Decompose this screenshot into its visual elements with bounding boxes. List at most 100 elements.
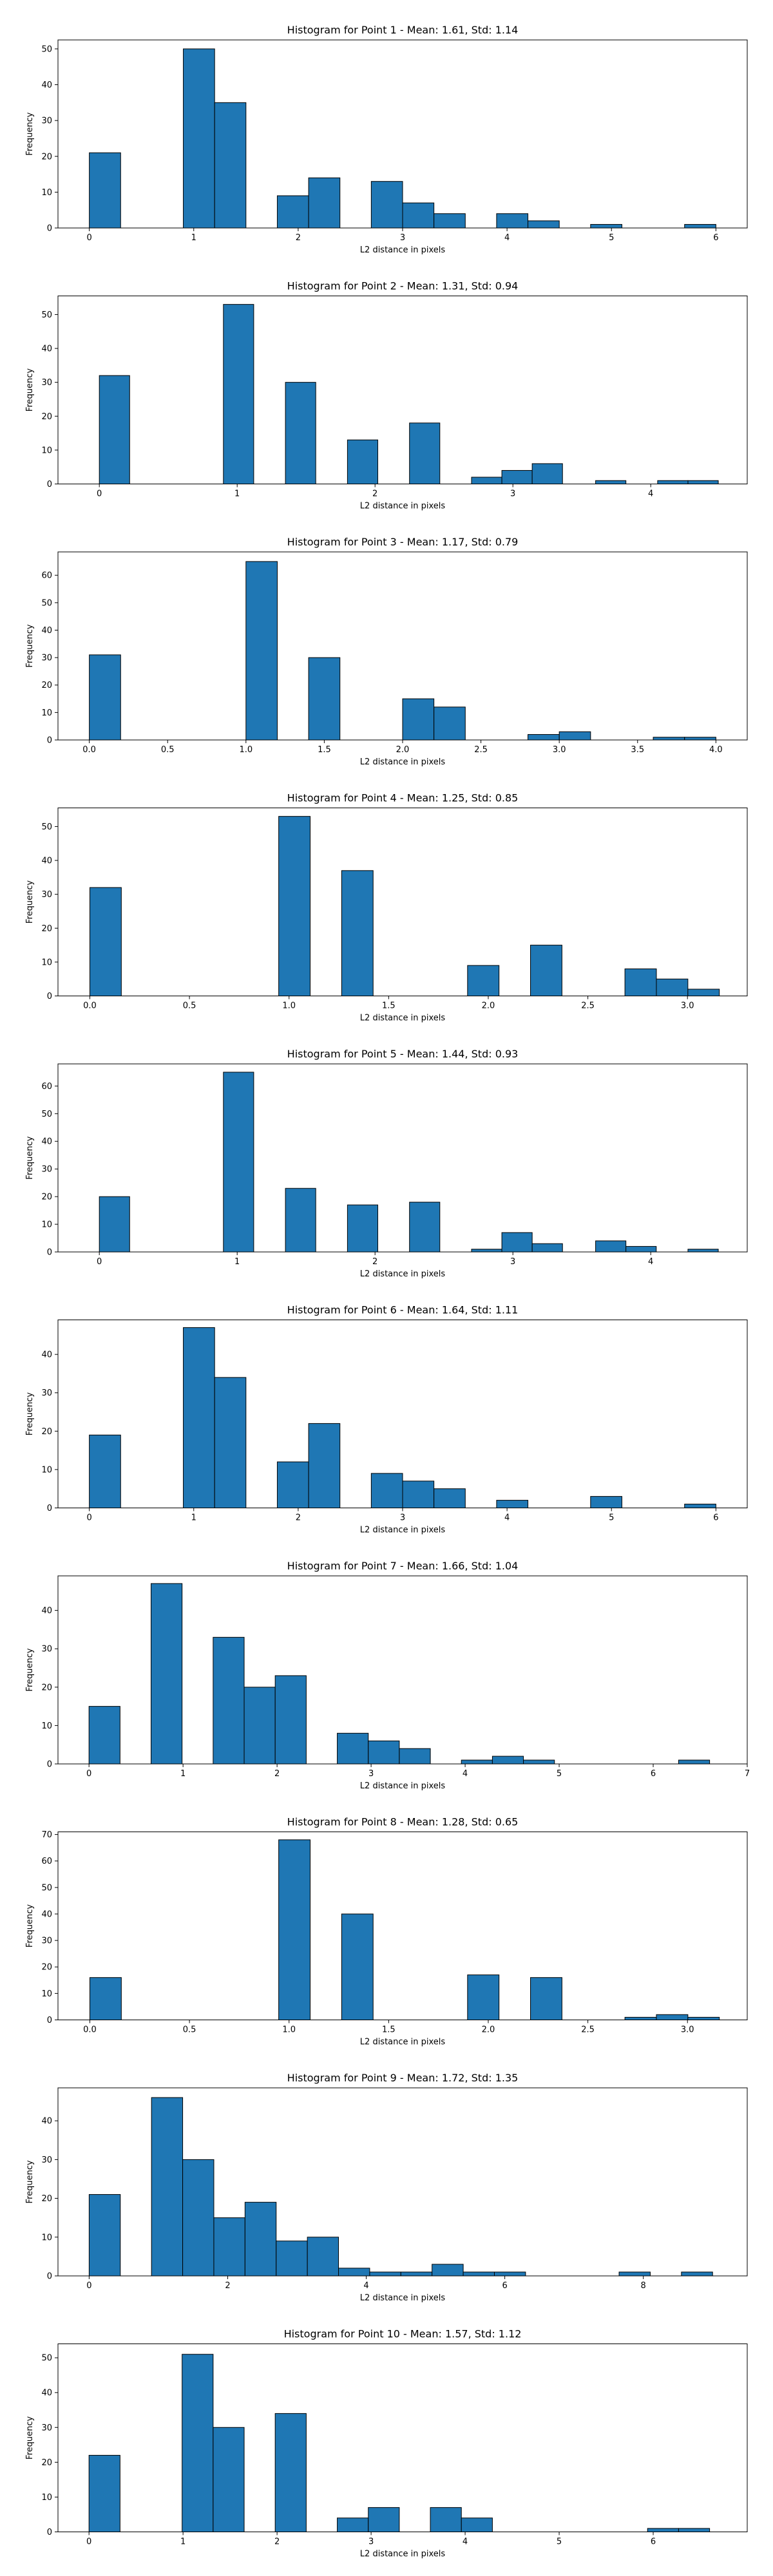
- axes-frame: [57, 1063, 748, 1253]
- y-tick-label: 30: [41, 1645, 52, 1654]
- histogram-bar: [402, 698, 435, 741]
- x-tick-label: 5: [609, 1513, 614, 1523]
- y-tick-label: 0: [47, 992, 52, 1001]
- x-axis-label: L2 distance in pixels: [360, 2550, 446, 2559]
- histogram-bar: [341, 1913, 374, 2020]
- x-tick-label: 0.5: [183, 2025, 196, 2035]
- histogram-bar: [89, 152, 121, 229]
- histogram-bar: [89, 887, 122, 997]
- x-tick-label: 6: [502, 2281, 507, 2291]
- x-tick-label: 8: [641, 2281, 646, 2291]
- y-tick-label: 40: [41, 2389, 52, 2398]
- x-tick-label: 1.5: [382, 2025, 396, 2035]
- x-tick-label: 4: [463, 2537, 468, 2547]
- histogram-bar: [463, 2271, 495, 2277]
- x-tick-label: 0.0: [83, 2025, 97, 2035]
- y-tick-label: 30: [41, 378, 52, 388]
- histogram-bar: [684, 737, 716, 741]
- histogram-bar: [338, 2268, 370, 2277]
- histogram-bar: [278, 1839, 311, 2021]
- histogram-bar: [274, 1675, 307, 1765]
- histogram-bar: [528, 734, 560, 741]
- histogram-bar: [624, 968, 657, 997]
- axes-frame: [57, 1832, 748, 2020]
- axes-frame: [57, 296, 748, 484]
- chart-title: Histogram for Point 2 - Mean: 1.31, Std:…: [287, 280, 519, 292]
- x-axis-label: L2 distance in pixels: [360, 2038, 446, 2047]
- x-tick-label: 0: [86, 2537, 91, 2547]
- histogram-bar: [276, 195, 309, 229]
- histogram-bar: [618, 2271, 651, 2277]
- x-axis-label: L2 distance in pixels: [360, 1269, 446, 1279]
- histogram-panel-8: Histogram for Point 8 - Mean: 1.28, Std:…: [25, 1816, 748, 2047]
- histogram-bar: [337, 1732, 369, 1765]
- y-tick-label: 20: [41, 1963, 52, 1973]
- y-tick-label: 60: [41, 571, 52, 581]
- x-tick-label: 1.5: [382, 1001, 396, 1011]
- axes-frame: [57, 808, 748, 996]
- y-axis-label: Frequency: [25, 1392, 35, 1435]
- x-tick-label: 4.0: [709, 745, 723, 755]
- histogram-bar: [308, 1423, 341, 1508]
- y-tick-label: 10: [41, 1465, 52, 1475]
- histogram-bar: [243, 1687, 276, 1765]
- y-tick-label: 40: [41, 2117, 52, 2126]
- y-axis-label: Frequency: [25, 1904, 35, 1947]
- y-tick-label: 30: [41, 2155, 52, 2165]
- histogram-bar: [99, 375, 130, 485]
- x-axis-label: L2 distance in pixels: [360, 2293, 446, 2303]
- y-tick-label: 30: [41, 2423, 52, 2433]
- histogram-bar: [89, 1977, 122, 2020]
- histogram-bar: [213, 2427, 245, 2533]
- histogram-bar: [647, 2528, 679, 2533]
- y-tick-label: 10: [41, 2493, 52, 2503]
- x-tick-label: 5: [557, 1769, 562, 1779]
- x-tick-label: 4: [463, 1769, 468, 1779]
- y-tick-label: 20: [41, 681, 52, 690]
- histogram-bar: [151, 2097, 184, 2277]
- chart-title: Histogram for Point 6 - Mean: 1.64, Std:…: [287, 1304, 519, 1316]
- chart-title: Histogram for Point 1 - Mean: 1.61, Std:…: [287, 24, 519, 36]
- x-tick-label: 4: [504, 233, 510, 243]
- y-tick-label: 40: [41, 1909, 52, 1919]
- y-tick-label: 40: [41, 345, 52, 354]
- y-tick-label: 50: [41, 1110, 52, 1119]
- histogram-bar: [183, 1327, 215, 1508]
- histogram-bar: [223, 304, 254, 484]
- y-tick-label: 20: [41, 924, 52, 934]
- x-tick-label: 1.0: [239, 745, 253, 755]
- y-tick-label: 30: [41, 1937, 52, 1946]
- y-tick-label: 50: [41, 822, 52, 832]
- x-tick-label: 3: [400, 233, 405, 243]
- x-tick-label: 3: [368, 1769, 374, 1779]
- x-tick-label: 0.5: [183, 1001, 196, 1011]
- y-tick-label: 10: [41, 958, 52, 967]
- histogram-bar: [684, 223, 716, 229]
- histogram-bar: [496, 1500, 529, 1509]
- y-axis-label: Frequency: [25, 112, 35, 155]
- x-tick-label: 1: [180, 2537, 186, 2547]
- histogram-panel-2: Histogram for Point 2 - Mean: 1.31, Std:…: [25, 280, 748, 511]
- chart-title: Histogram for Point 9 - Mean: 1.72, Std:…: [287, 2072, 519, 2084]
- histogram-bar: [347, 1204, 378, 1253]
- x-tick-label: 0.0: [83, 1001, 97, 1011]
- x-tick-label: 0: [86, 2281, 91, 2291]
- x-tick-label: 1.0: [282, 2025, 296, 2035]
- histogram-panel-3: Histogram for Point 3 - Mean: 1.17, Std:…: [25, 536, 748, 767]
- y-tick-label: 0: [47, 2528, 52, 2537]
- chart-title: Histogram for Point 3 - Mean: 1.17, Std:…: [287, 536, 519, 548]
- histogram-bar: [151, 1583, 183, 1765]
- x-tick-label: 2: [296, 233, 301, 243]
- histogram-bar: [523, 1759, 555, 1765]
- y-tick-label: 30: [41, 654, 52, 663]
- x-tick-label: 3.5: [631, 745, 644, 755]
- y-axis-label: Frequency: [25, 880, 35, 923]
- x-tick-label: 2.5: [581, 1001, 595, 1011]
- histogram-bar: [678, 2528, 711, 2533]
- x-axis-label: L2 distance in pixels: [360, 1781, 446, 1791]
- histogram-panel-5: Histogram for Point 5 - Mean: 1.44, Std:…: [25, 1048, 748, 1279]
- x-tick-label: 2: [296, 1513, 301, 1523]
- y-tick-label: 10: [41, 2233, 52, 2242]
- y-tick-label: 40: [41, 80, 52, 90]
